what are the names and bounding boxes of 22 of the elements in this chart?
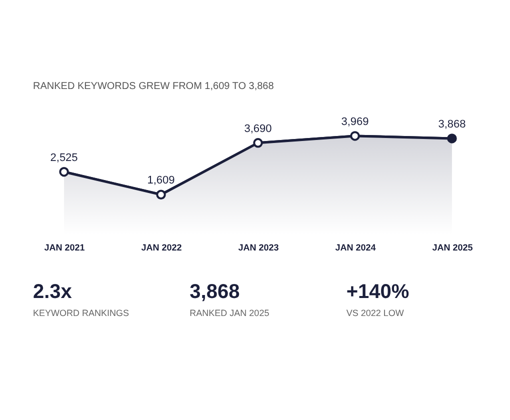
category-label: VS 2022 LOW bbox=[346, 308, 404, 318]
data-label: 1,609 bbox=[147, 174, 175, 187]
text: 2.3x bbox=[33, 281, 72, 303]
point bbox=[253, 138, 263, 148]
x-tick-label: JAN 2021 bbox=[44, 242, 85, 252]
category-label: KEYWORD RANKINGS bbox=[33, 308, 130, 318]
chart-title: RANKED KEYWORDS GREW FROM 1,609 TO 3,868 bbox=[33, 80, 274, 92]
data-label: 3,868 bbox=[438, 118, 466, 130]
point bbox=[350, 131, 360, 141]
data-label: 2,525 bbox=[50, 152, 78, 164]
point bbox=[59, 166, 69, 177]
text: 3,868 bbox=[190, 281, 240, 303]
point bbox=[156, 190, 166, 200]
x-tick-label: JAN 2024 bbox=[335, 242, 376, 252]
category-label: RANKED JAN 2025 bbox=[190, 308, 270, 318]
text: +140% bbox=[346, 281, 410, 303]
data-label: 3,690 bbox=[244, 122, 272, 135]
x-tick-label: JAN 2023 bbox=[238, 242, 279, 252]
point bbox=[447, 134, 457, 144]
x-tick-label: JAN 2025 bbox=[432, 242, 473, 252]
x-tick-label: JAN 2022 bbox=[141, 242, 182, 252]
data-label: 3,969 bbox=[341, 116, 369, 128]
